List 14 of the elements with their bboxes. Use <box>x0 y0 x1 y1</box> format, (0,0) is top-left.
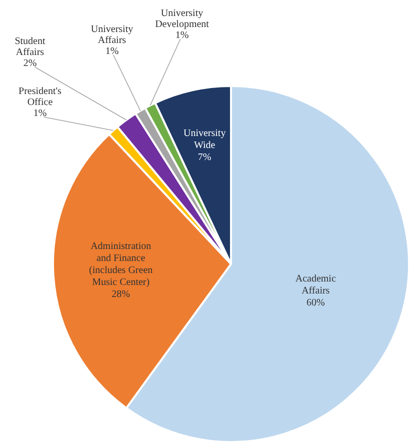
slice-label: Academic Affairs <box>295 274 336 297</box>
slice-label: University Development <box>155 8 210 30</box>
data-label: 2% <box>23 58 37 70</box>
slice-label: President's Office <box>18 86 62 108</box>
data-label: 1% <box>175 30 189 42</box>
data-label: 28% <box>112 289 130 300</box>
data-label: 7% <box>198 152 212 164</box>
slice-label: University Wide <box>183 128 226 152</box>
data-label: 1% <box>33 108 47 120</box>
slice-label: Administration and Finance (includes Green Music Center) <box>89 241 153 288</box>
data-label: 1% <box>105 46 119 58</box>
slice-label: Student Affairs <box>14 36 46 58</box>
data-label: 60% <box>306 298 325 309</box>
slice-label: University Affairs <box>90 24 134 46</box>
